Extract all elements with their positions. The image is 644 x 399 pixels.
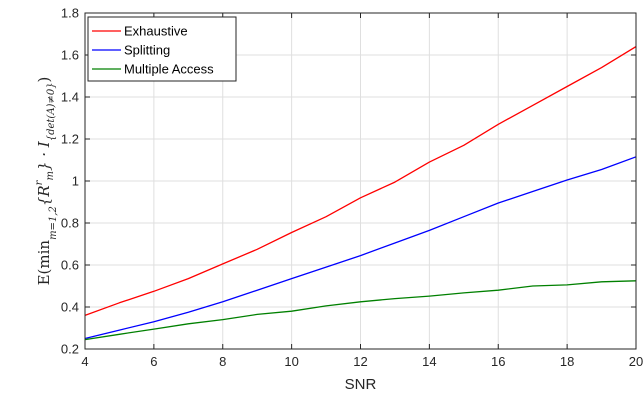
ylabel-min-subscript: m=1,2 <box>48 206 59 240</box>
x-tick-label: 4 <box>81 354 88 369</box>
x-tick-label: 8 <box>219 354 226 369</box>
x-tick-label: 14 <box>422 354 436 369</box>
series-line-exhaustive <box>84 46 637 317</box>
ylabel-expectation: E( <box>35 269 53 286</box>
x-tick-label: 10 <box>284 354 298 369</box>
y-tick-label: 0.8 <box>61 216 79 231</box>
tick-labels: 4 6 8 10 12 14 16 18 20 0.2 0.4 0.6 0.8 1 1.2 1.4 1.6 1.8 <box>61 6 643 370</box>
ylabel-set: {R <box>35 185 53 206</box>
legend-label-exhaustive: Exhaustive <box>124 24 188 39</box>
x-tick-label: 20 <box>629 354 643 369</box>
y-tick-label: 1.2 <box>61 132 79 147</box>
series-line-splitting <box>84 156 637 340</box>
ylabel-min: min <box>35 240 53 269</box>
x-tick-label: 6 <box>150 354 157 369</box>
ylabel-set-superscript: r <box>34 179 45 185</box>
y-tick-label: 1.4 <box>61 90 79 105</box>
y-axis-label: E(minm=1,2{Rrm} · I{det(A)≠0}) <box>34 77 59 286</box>
y-tick-label: 1.6 <box>61 48 79 63</box>
y-tick-label: 1 <box>72 174 79 189</box>
y-tick-label: 0.6 <box>61 258 79 273</box>
legend-label-splitting: Splitting <box>124 43 170 58</box>
ylabel-set-close: } · I <box>35 140 53 171</box>
svg-text:E(minm=1,2{Rrm} · I{det(A)≠0}): E(minm=1,2{Rrm} · I{det(A)≠0}) <box>34 77 59 286</box>
y-tick-label: 1.8 <box>61 6 79 21</box>
ylabel-set-subscript: m <box>45 171 56 180</box>
y-tick-label: 0.2 <box>61 342 79 357</box>
x-axis-label: SNR <box>345 376 377 393</box>
legend-box <box>87 16 237 82</box>
x-tick-label: 18 <box>560 354 574 369</box>
x-tick-label: 16 <box>491 354 505 369</box>
legend-label-multiple-access: Multiple Access <box>124 62 214 77</box>
ylabel-indicator-subscript: {det(A)≠0} <box>46 82 57 141</box>
y-tick-label: 0.4 <box>61 300 79 315</box>
axis-ticks <box>84 12 637 350</box>
legend: Exhaustive Splitting Multiple Access <box>87 16 237 82</box>
series-line-multiple-access <box>84 280 637 341</box>
series-lines <box>84 46 637 341</box>
x-tick-label: 12 <box>353 354 367 369</box>
ylabel-close: ) <box>35 77 53 83</box>
